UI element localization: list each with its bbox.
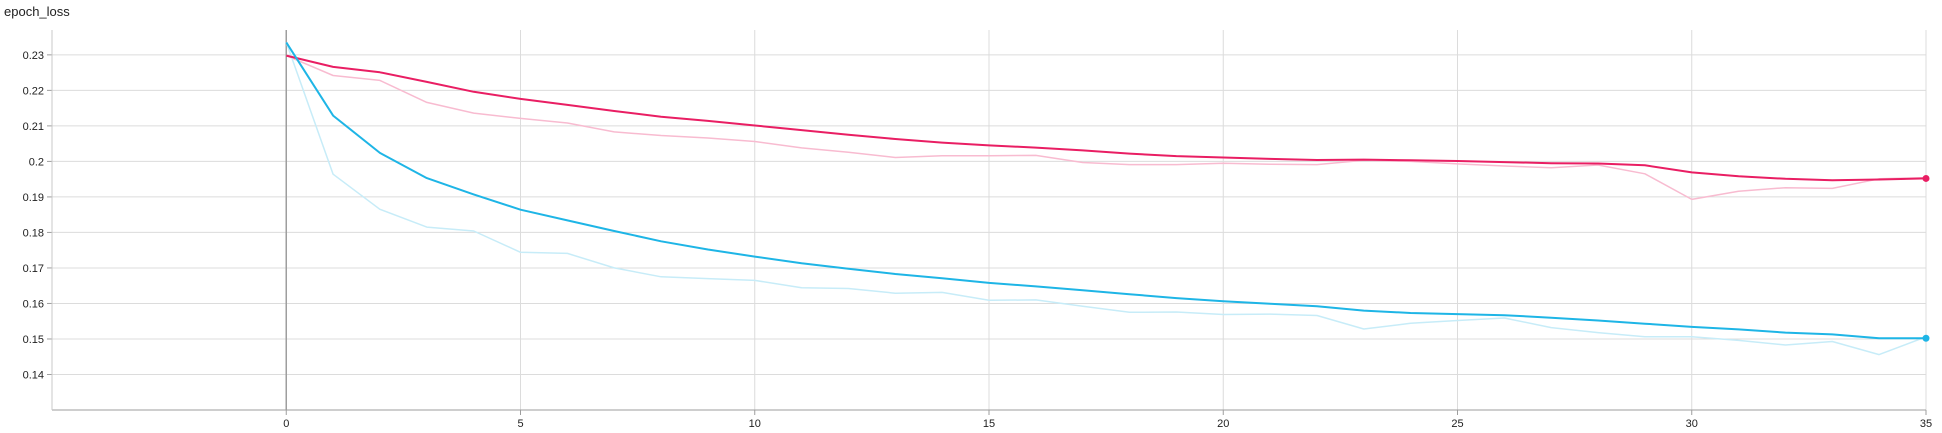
y-tick-label: 0.14 <box>23 369 44 381</box>
y-tick-label: 0.21 <box>23 121 44 133</box>
end-markers <box>1922 174 1930 342</box>
y-tick-label: 0.23 <box>23 50 44 62</box>
grid-lines <box>52 30 1927 410</box>
raw-series-line-1 <box>285 42 1927 356</box>
x-tick-label: 5 <box>517 418 523 430</box>
x-tick-label: 0 <box>283 418 289 430</box>
x-tick-label: 10 <box>749 418 761 430</box>
x-tick-label: 25 <box>1451 418 1463 430</box>
smoothed-series-line-0 <box>286 54 1927 182</box>
axes <box>47 30 1927 415</box>
x-tick-label: 20 <box>1217 418 1229 430</box>
x-tick-label: 35 <box>1920 418 1932 430</box>
y-tick-label: 0.2 <box>29 156 44 168</box>
y-tick-label: 0.22 <box>23 85 44 97</box>
y-tick-label: 0.18 <box>23 227 44 239</box>
end-marker-0 <box>1922 174 1930 182</box>
tick-labels: 0.14 0.15 0.16 0.17 0.18 0.19 0.2 0.21 0.22 0.23 0… <box>23 50 1933 430</box>
chart-title: epoch_loss <box>4 4 70 19</box>
raw-series-line-0 <box>286 54 1927 201</box>
y-tick-label: 0.16 <box>23 298 44 310</box>
raw-series-lines <box>285 42 1927 356</box>
x-tick-label: 30 <box>1686 418 1698 430</box>
y-tick-label: 0.17 <box>23 263 44 275</box>
x-tick-label: 15 <box>983 418 995 430</box>
y-tick-label: 0.15 <box>23 334 44 346</box>
end-marker-1 <box>1922 334 1930 342</box>
smoothed-series-lines <box>285 41 1927 340</box>
smoothed-series-line-1 <box>285 41 1926 340</box>
y-tick-label: 0.19 <box>23 192 44 204</box>
